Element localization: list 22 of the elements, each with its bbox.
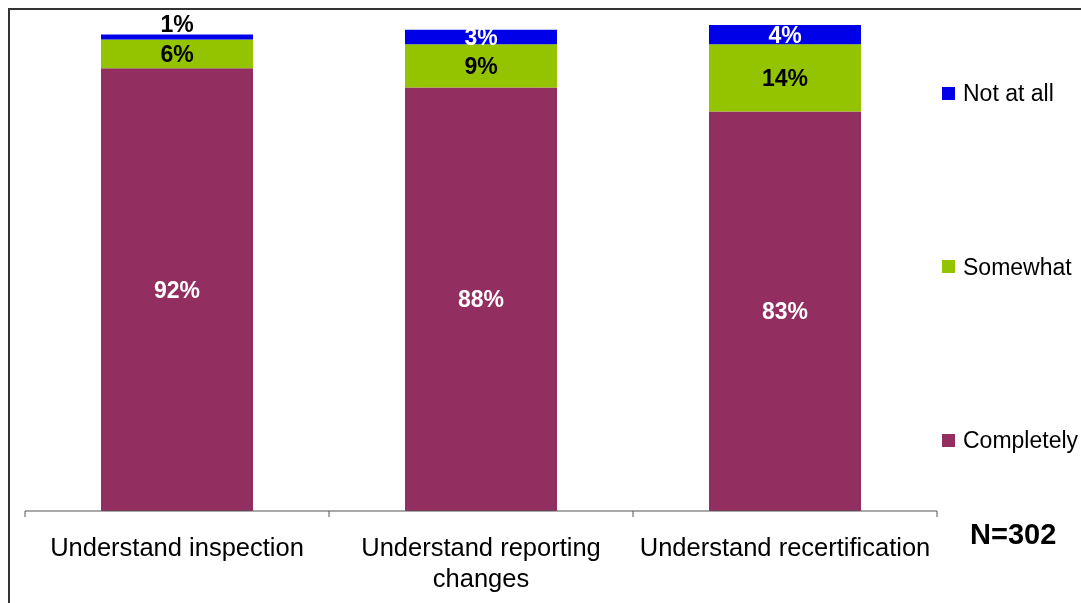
data-label: 92% [153, 276, 201, 303]
bar [101, 39, 253, 69]
legend-label: Not at all [963, 79, 1054, 107]
data-label: 4% [768, 21, 802, 48]
bar [101, 68, 253, 511]
legend-label: Somewhat [963, 252, 1072, 281]
x-tick-label: Understand recertification [639, 533, 931, 561]
data-label: 9% [464, 52, 498, 79]
data-label: 14% [761, 64, 809, 91]
data-label: 88% [457, 286, 505, 313]
data-label: 3% [464, 24, 498, 51]
data-label: 83% [761, 298, 809, 325]
bar [405, 87, 557, 511]
text: N=302 [970, 517, 1057, 552]
bar [709, 44, 861, 112]
x-tick-label: Understand reporting changes [361, 533, 601, 592]
bar [405, 44, 557, 88]
data-label: 6% [160, 40, 194, 67]
x-tick-label: Understand inspection [50, 533, 304, 561]
data-label: 1% [160, 10, 194, 37]
legend-label: Completely [963, 426, 1079, 454]
bar [709, 111, 861, 511]
